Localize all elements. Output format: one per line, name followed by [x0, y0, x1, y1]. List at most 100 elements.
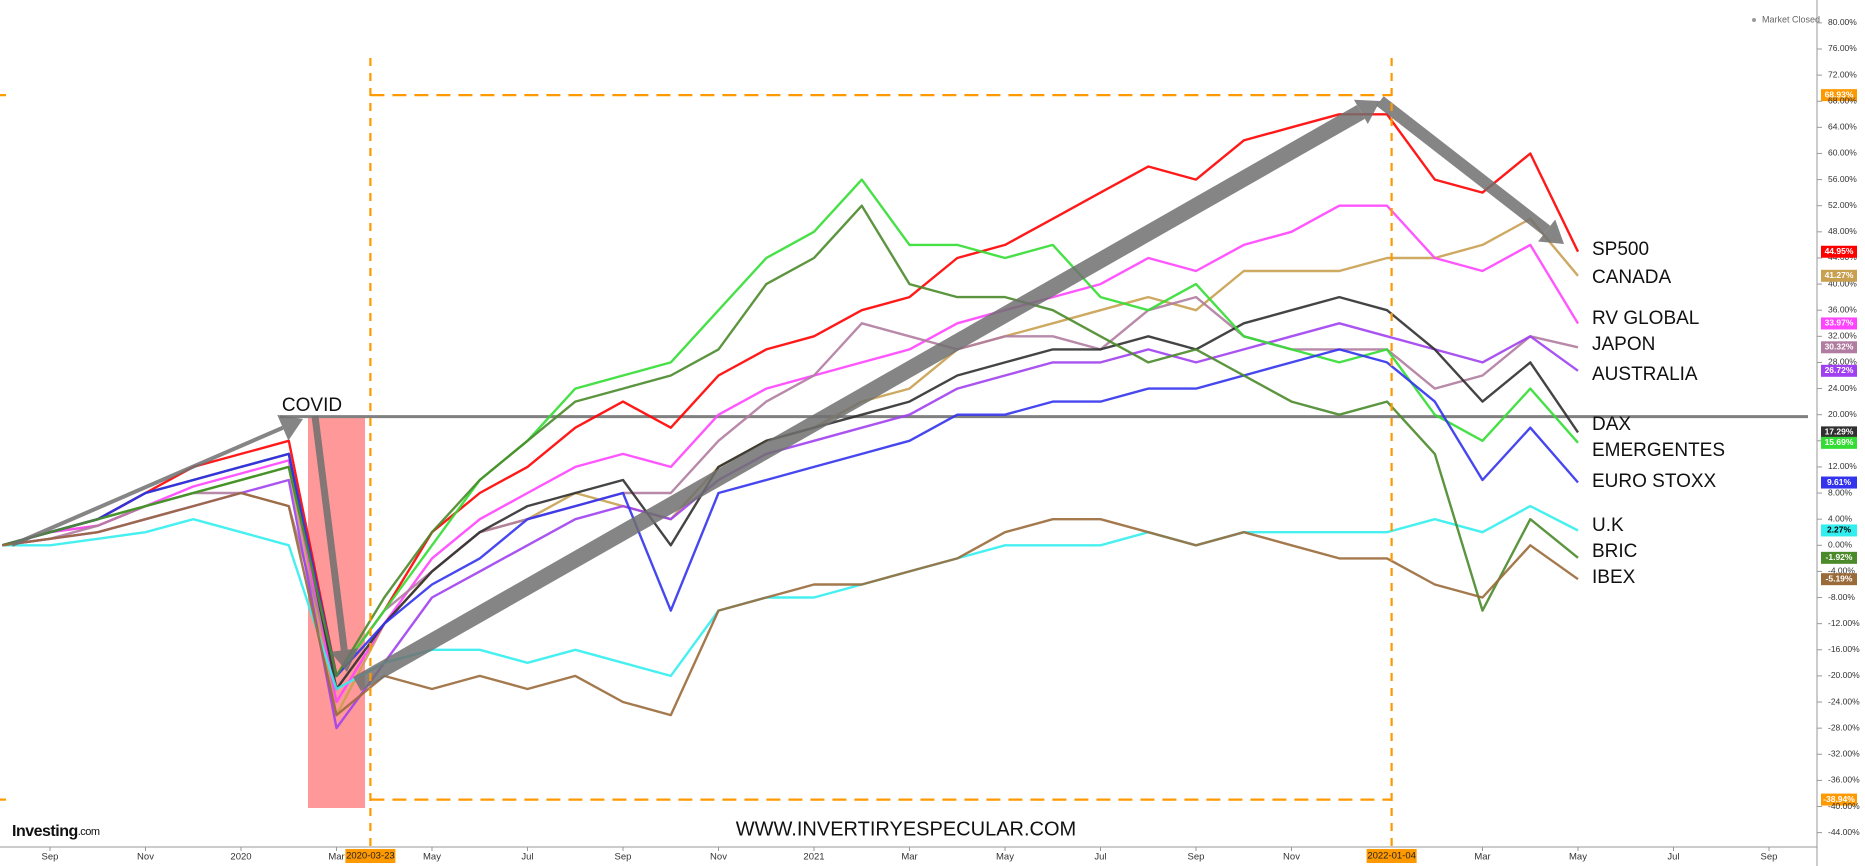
x-tick-label: May	[423, 852, 441, 863]
y-tick-label: -28.00%	[1828, 722, 1860, 732]
arrow-head	[1353, 99, 1380, 125]
x-tick-label: Nov	[137, 852, 154, 863]
value-badge-label: 68.93%	[1825, 89, 1854, 99]
date-badge-label: 2022-01-04	[1367, 851, 1416, 862]
value-badge-label: 44.95%	[1825, 246, 1854, 256]
series-label: EURO STOXX	[1592, 471, 1717, 492]
arrow-head	[330, 648, 359, 672]
series-label: CANADA	[1592, 267, 1672, 288]
y-tick-label: -36.00%	[1828, 775, 1860, 785]
series-line	[1, 348, 1579, 678]
y-tick-label: 48.00%	[1828, 226, 1857, 236]
series-label: AUSTRALIA	[1592, 364, 1698, 385]
covid-label: COVID	[282, 395, 342, 416]
y-tick-label: 80.00%	[1828, 17, 1857, 27]
brand-name: Investing	[12, 823, 78, 840]
value-badge	[1821, 524, 1857, 537]
series-label: IBEX	[1592, 567, 1636, 588]
y-tick-label: 20.00%	[1828, 409, 1857, 419]
value-badge-label: 26.72%	[1825, 365, 1854, 375]
y-tick-label: 68.00%	[1828, 95, 1857, 105]
y-tick-label: 36.00%	[1828, 304, 1857, 314]
value-badge-label: 30.32%	[1825, 342, 1854, 352]
x-tick-label: May	[996, 852, 1014, 863]
y-tick-label: -32.00%	[1828, 749, 1860, 759]
x-tick-label: Jul	[521, 852, 533, 863]
y-tick-label: -20.00%	[1828, 670, 1860, 680]
y-tick-label: 4.00%	[1828, 513, 1853, 523]
x-tick-label: Mar	[901, 852, 917, 863]
y-tick-label: 0.00%	[1828, 540, 1853, 550]
brand: Investing.com	[12, 823, 100, 840]
arrow-shaft	[353, 104, 1365, 691]
x-tick-label: Sep	[42, 852, 59, 863]
value-badge-label: 2.27%	[1827, 525, 1852, 535]
plot	[1, 58, 1808, 847]
value-badge	[1821, 89, 1857, 102]
y-tick-label: 28.00%	[1828, 357, 1857, 367]
x-tick-label: Jul	[1094, 852, 1106, 863]
arrow-head	[1538, 219, 1564, 244]
y-tick-label: 52.00%	[1828, 200, 1857, 210]
value-badge	[1821, 364, 1857, 377]
value-badge	[1821, 436, 1857, 449]
x-tick-label: Sep	[1761, 852, 1778, 863]
value-badge	[1821, 245, 1857, 258]
value-badge	[1821, 793, 1857, 806]
arrow-shaft	[311, 415, 348, 651]
y-tick-label: -24.00%	[1828, 696, 1860, 706]
value-badge	[1821, 476, 1857, 489]
y-tick-label: -40.00%	[1828, 801, 1860, 811]
x-tick-label: Sep	[1188, 852, 1205, 863]
value-badge-label: 33.97%	[1825, 318, 1854, 328]
value-badge	[1821, 269, 1857, 282]
y-tick-label: 8.00%	[1828, 487, 1853, 497]
y-tick-label: -12.00%	[1828, 618, 1860, 628]
brand-suffix: .com	[78, 826, 100, 838]
y-tick-label: 56.00%	[1828, 174, 1857, 184]
x-tick-label: Jul	[1667, 852, 1679, 863]
series-line	[2, 504, 1579, 691]
series-label: RV GLOBAL	[1592, 308, 1699, 329]
trend-arrow	[1376, 96, 1564, 244]
market-status: Market Closed	[1762, 14, 1820, 24]
arrow-head	[277, 414, 303, 441]
series-label: EMERGENTES	[1592, 440, 1725, 461]
series-label: BRIC	[1592, 541, 1637, 562]
x-tick-label: 2021	[803, 852, 824, 863]
series-label: U.K	[1592, 515, 1624, 536]
x-tick-label: Mar	[328, 852, 344, 863]
x-tick-label: 2020	[230, 852, 251, 863]
value-badge-label: 9.61%	[1827, 477, 1852, 487]
x-tick-label: Sep	[615, 852, 632, 863]
series-line	[1, 204, 1580, 704]
series-line	[1, 113, 1580, 678]
arrow-shaft	[11, 425, 284, 547]
date-badge-label: 2020-03-23	[346, 851, 395, 862]
y-tick-label: 64.00%	[1828, 122, 1857, 132]
date-badge	[345, 849, 396, 863]
x-tick-label: Nov	[710, 852, 727, 863]
y-tick-label: 12.00%	[1828, 461, 1857, 471]
y-tick-label: 76.00%	[1828, 43, 1857, 53]
y-tick-label: -16.00%	[1828, 644, 1860, 654]
y-tick-label: 32.00%	[1828, 331, 1857, 341]
arrow-shaft	[1376, 96, 1551, 236]
y-tick-label: -8.00%	[1828, 592, 1855, 602]
value-badge	[1821, 317, 1857, 330]
y-tick-label: 24.00%	[1828, 383, 1857, 393]
series-line	[2, 491, 1579, 717]
value-badge	[1821, 551, 1857, 564]
date-badge	[1366, 849, 1417, 863]
value-badge-label: 41.27%	[1825, 270, 1854, 280]
website-label: WWW.INVERTIRYESPECULAR.COM	[736, 818, 1076, 840]
value-badge	[1821, 573, 1857, 586]
y-tick-label: -4.00%	[1828, 566, 1855, 576]
value-badge	[1821, 426, 1857, 439]
value-badge-label: -38.94%	[1823, 794, 1855, 804]
series-label: DAX	[1592, 414, 1631, 435]
x-tick-label: Nov	[1283, 852, 1300, 863]
